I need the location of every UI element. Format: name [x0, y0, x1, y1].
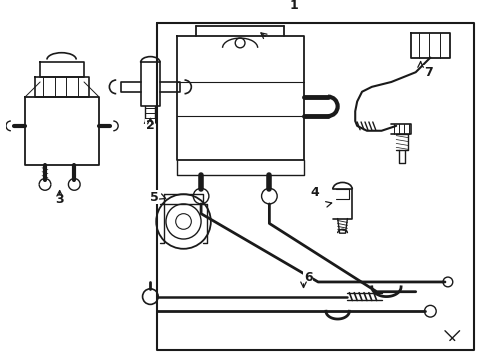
Text: 1: 1	[289, 0, 298, 12]
Text: 2: 2	[146, 120, 154, 132]
Text: 5: 5	[150, 190, 158, 204]
Text: 3: 3	[55, 193, 64, 206]
Text: 6: 6	[304, 271, 312, 284]
Text: 4: 4	[310, 186, 319, 199]
Text: 7: 7	[423, 66, 432, 79]
